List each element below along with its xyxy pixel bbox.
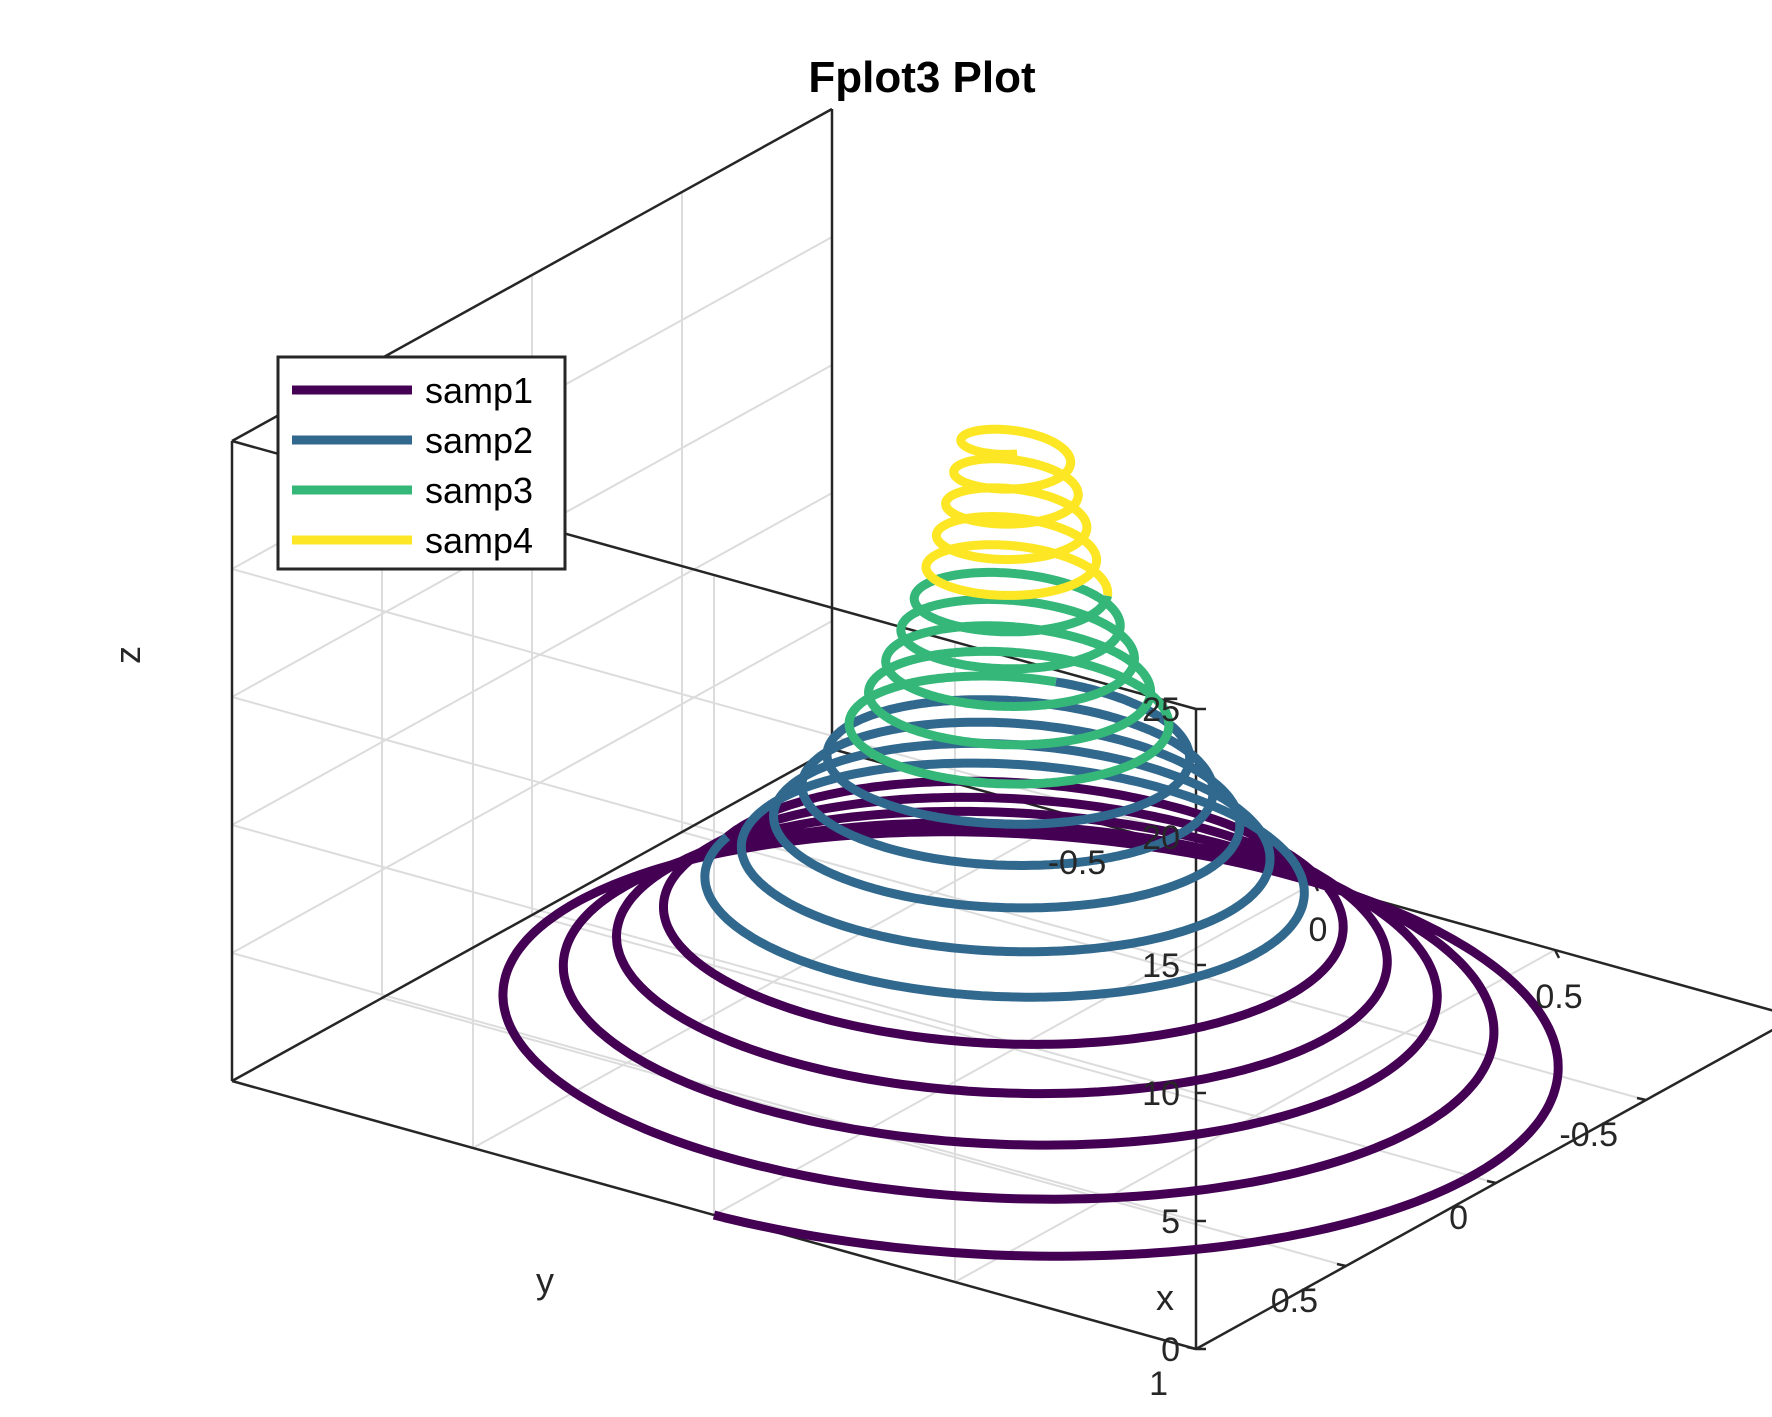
y-tick-mark (1336, 1262, 1347, 1268)
legend-label-samp1: samp1 (425, 370, 533, 411)
legend-label-samp3: samp3 (425, 470, 533, 511)
x-tick-label: 0 (1309, 911, 1328, 949)
y-tick-label: 0.5 (1271, 1282, 1318, 1320)
z-tick-label: 15 (1142, 947, 1180, 985)
series-line-samp1 (498, 776, 1563, 1261)
series-line-samp4 (921, 424, 1113, 600)
z-tick-label: 25 (1142, 691, 1180, 729)
tick-labels: 0 5 10 15 20 25 -0.5 0 0.5 1 -0.5 0 0.5 (1048, 691, 1618, 1403)
chart-title: Fplot3 Plot (808, 53, 1036, 102)
y-tick-mark (1636, 1096, 1647, 1102)
x-axis-label: x (1156, 1277, 1174, 1318)
grid-line (231, 696, 1197, 966)
series-line-samp3 (844, 567, 1174, 789)
z-tick-label: 10 (1142, 1075, 1180, 1113)
grid-line (231, 492, 833, 826)
y-tick-mark (1486, 1179, 1497, 1185)
axes-edge (231, 747, 833, 1083)
grid-line (231, 620, 833, 954)
x-tick-label: 0.5 (1535, 978, 1582, 1016)
z-tick-label: 5 (1161, 1203, 1180, 1241)
y-tick-label: 0 (1449, 1199, 1468, 1237)
z-axis-label: z (107, 646, 148, 664)
y-tick-mark (1186, 1345, 1197, 1351)
y-axis-label: y (536, 1260, 554, 1301)
z-tick-label: 0 (1161, 1331, 1180, 1369)
z-tick-label: 20 (1142, 819, 1180, 857)
grid-line (231, 568, 1197, 838)
legend: samp1 samp2 samp3 samp4 (276, 355, 567, 571)
x-tick-mark (1553, 949, 1561, 959)
y-tick-label: -0.5 (1559, 1116, 1618, 1154)
legend-label-samp4: samp4 (425, 520, 533, 561)
x-tick-label: -0.5 (1048, 844, 1107, 882)
grid-line (231, 952, 1197, 1222)
y-tick-label: 1 (1149, 1365, 1168, 1403)
legend-label-samp2: samp2 (425, 420, 533, 461)
series-group (498, 424, 1563, 1261)
